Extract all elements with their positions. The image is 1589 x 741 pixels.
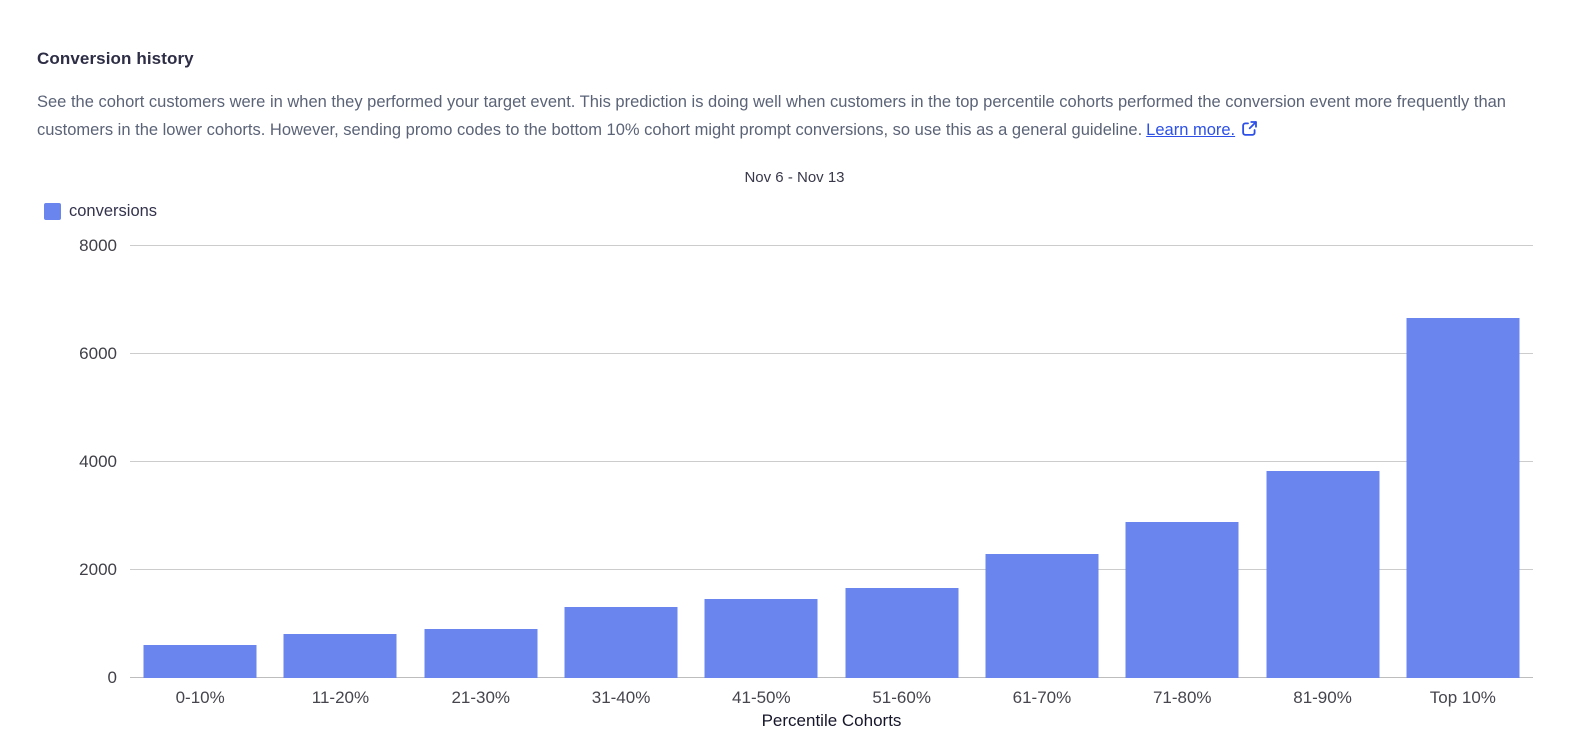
bar-slot-31-40% bbox=[551, 246, 691, 678]
chart-legend: conversions bbox=[44, 202, 157, 221]
bar-61-70%[interactable] bbox=[985, 553, 1099, 678]
y-axis-tick-8000: 8000 bbox=[79, 236, 117, 255]
gridline-4000 bbox=[130, 461, 1533, 462]
bar-slot-51-60% bbox=[832, 246, 972, 678]
learn-more-link[interactable]: Learn more. bbox=[1146, 121, 1258, 139]
bar-slot-71-80% bbox=[1112, 246, 1252, 678]
bar-71-80%[interactable] bbox=[1125, 522, 1239, 678]
bar-slot-11-20% bbox=[270, 246, 410, 678]
x-axis-tick-41-50%: 41-50% bbox=[732, 688, 791, 707]
bar-slot-61-70% bbox=[972, 246, 1112, 678]
y-axis-tick-6000: 6000 bbox=[79, 344, 117, 363]
bar-31-40%[interactable] bbox=[564, 607, 678, 678]
x-axis-title: Percentile Cohorts bbox=[761, 711, 902, 730]
plot-area: 8000 6000 4000 2000 0 0-10% 11-20% 21-30% 31-40%… bbox=[79, 236, 1533, 707]
bar-Top 10%[interactable] bbox=[1406, 318, 1520, 678]
gridline-8000 bbox=[130, 245, 1533, 246]
x-axis-tick-11-20%: 11-20% bbox=[311, 688, 370, 707]
gridline-6000 bbox=[130, 353, 1533, 354]
x-axis-tick-31-40%: 31-40% bbox=[591, 688, 651, 707]
y-axis-tick-2000: 2000 bbox=[79, 560, 117, 579]
x-axis-tick-0-10%: 0-10% bbox=[175, 688, 225, 707]
x-axis-tick-81-90%: 81-90% bbox=[1293, 688, 1352, 707]
description-text: See the cohort customers were in when th… bbox=[37, 93, 1506, 139]
bar-0-10%[interactable] bbox=[143, 645, 257, 678]
y-axis-tick-0: 0 bbox=[107, 668, 117, 687]
bar-41-50%[interactable] bbox=[704, 598, 818, 678]
bar-slot-81-90% bbox=[1252, 246, 1392, 678]
bar-81-90%[interactable] bbox=[1266, 471, 1380, 678]
legend-swatch-icon bbox=[44, 203, 61, 220]
bar-slot-0-10% bbox=[130, 246, 270, 678]
learn-more-label: Learn more. bbox=[1146, 120, 1236, 139]
x-axis-tick-Top 10%: Top 10% bbox=[1429, 688, 1496, 707]
x-axis-tick-51-60%: 51-60% bbox=[872, 688, 931, 707]
gridline-2000 bbox=[130, 569, 1533, 570]
bar-slot-41-50% bbox=[691, 246, 831, 678]
panel-title: Conversion history bbox=[37, 49, 194, 68]
bar-21-30%[interactable] bbox=[424, 629, 538, 678]
x-axis-tick-21-30%: 21-30% bbox=[451, 688, 511, 707]
gridline-0 bbox=[130, 677, 1533, 678]
panel-description: See the cohort customers were in when th… bbox=[37, 89, 1534, 144]
bar-slot-Top 10% bbox=[1393, 246, 1533, 678]
bar-11-20%[interactable] bbox=[283, 634, 397, 678]
chart-date-range: Nov 6 - Nov 13 bbox=[744, 169, 845, 186]
legend-label: conversions bbox=[69, 202, 158, 220]
bar-slot-21-30% bbox=[411, 246, 551, 678]
bar-51-60%[interactable] bbox=[845, 587, 959, 678]
external-link-icon bbox=[1242, 120, 1258, 136]
y-axis-tick-4000: 4000 bbox=[79, 452, 117, 471]
x-axis-tick-61-70%: 61-70% bbox=[1012, 688, 1072, 707]
x-axis-tick-71-80%: 71-80% bbox=[1152, 688, 1212, 707]
